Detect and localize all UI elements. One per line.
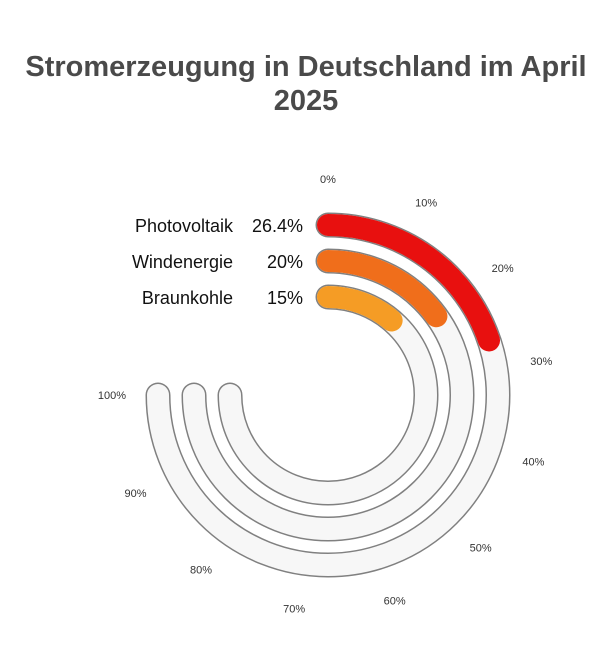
tick-label-50pct: 50%	[470, 543, 492, 555]
bar-windenergie	[317, 250, 448, 328]
bar-photovoltaik	[317, 214, 501, 352]
series-value-windenergie: 20%	[267, 252, 303, 272]
series-label-group: Photovoltaik 26.4% Windenergie 20% Braunkohl…	[132, 216, 303, 308]
tick-label-30pct: 30%	[530, 356, 552, 368]
tick-label-60pct: 60%	[384, 595, 406, 607]
chart-title: Stromerzeugung in Deutschland im April 2…	[25, 51, 587, 117]
tick-label-40pct: 40%	[522, 457, 544, 469]
series-name-braunkohle: Braunkohle	[142, 288, 233, 308]
bar-braunkohle	[317, 286, 403, 332]
series-name-photovoltaik: Photovoltaik	[135, 216, 234, 236]
tick-label-0pct: 0%	[320, 174, 336, 186]
tick-label-90pct: 90%	[124, 488, 146, 500]
series-value-photovoltaik: 26.4%	[252, 216, 303, 236]
tick-label-20pct: 20%	[492, 263, 514, 275]
tick-label-10pct: 10%	[415, 198, 437, 210]
tick-label-100pct: 100%	[98, 390, 126, 402]
series-value-braunkohle: 15%	[267, 288, 303, 308]
series-name-windenergie: Windenergie	[132, 252, 233, 272]
tick-label-70pct: 70%	[283, 603, 305, 615]
tick-label-80pct: 80%	[190, 565, 212, 577]
bar-group	[317, 214, 501, 352]
tick-label-group: 0% 10% 20% 30% 40% 50% 60% 70% 80% 90% 100%	[98, 174, 553, 615]
